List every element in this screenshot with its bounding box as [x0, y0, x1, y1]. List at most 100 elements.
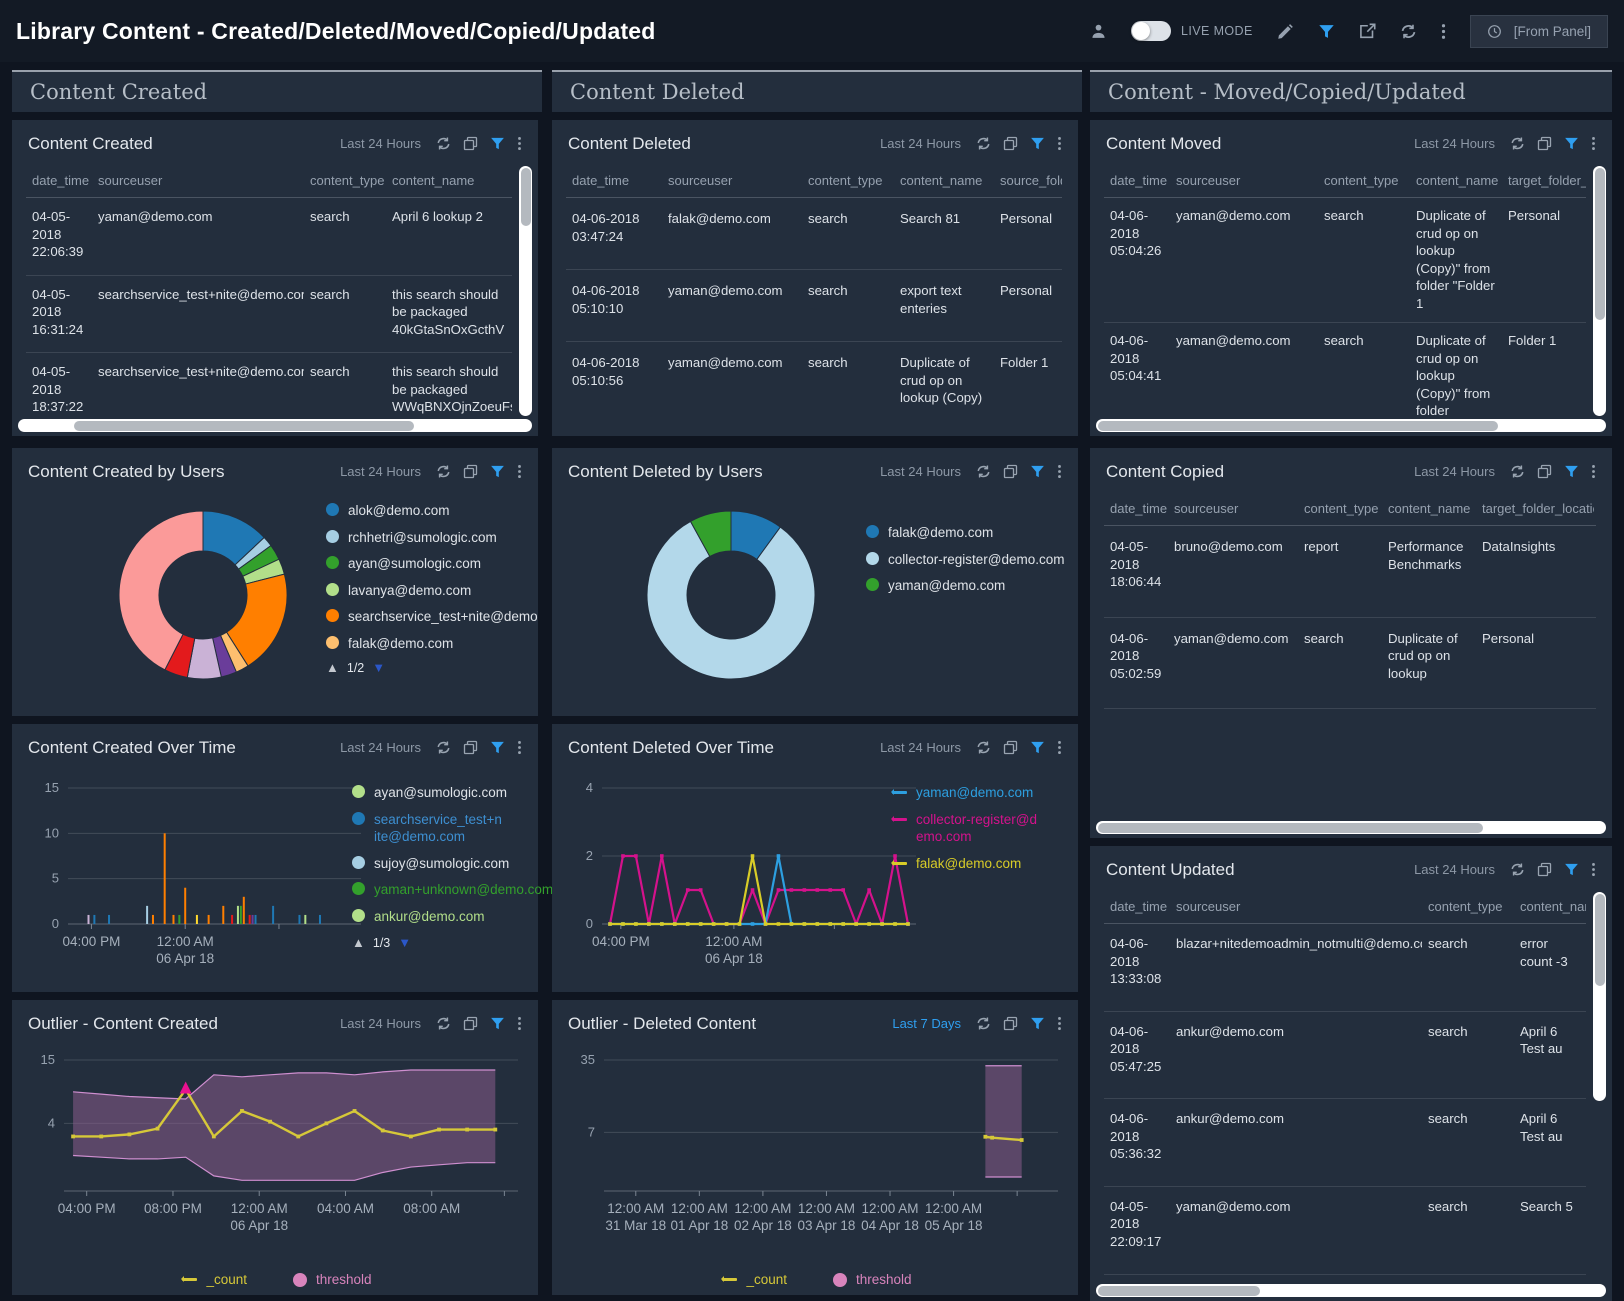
column-header[interactable]: sourceuser — [1168, 492, 1298, 526]
panel-time-range[interactable]: Last 24 Hours — [1414, 136, 1495, 151]
refresh-icon[interactable] — [976, 464, 991, 479]
refresh-icon[interactable] — [1510, 464, 1525, 479]
column-header[interactable]: date_time — [1104, 164, 1170, 198]
kebab-menu-icon[interactable] — [517, 1016, 522, 1031]
filter-icon[interactable] — [1564, 136, 1579, 151]
vertical-scrollbar[interactable] — [519, 166, 532, 416]
legend-item[interactable]: lavanya@demo.com — [326, 582, 538, 600]
refresh-icon[interactable] — [436, 136, 451, 151]
legend-item[interactable]: sujoy@sumologic.com — [352, 855, 528, 873]
horizontal-scrollbar[interactable] — [1096, 419, 1606, 432]
panel-time-range[interactable]: Last 7 Days — [892, 1016, 961, 1031]
column-header[interactable]: date_time — [566, 164, 662, 198]
column-header[interactable]: content_name — [386, 164, 512, 198]
kebab-menu-icon[interactable] — [1057, 464, 1062, 479]
time-range-box[interactable]: [From Panel] — [1469, 14, 1608, 48]
kebab-menu-icon[interactable] — [1591, 464, 1596, 479]
page-up-icon[interactable]: ▲ — [352, 935, 365, 951]
copy-icon[interactable] — [1537, 862, 1552, 877]
panel-time-range[interactable]: Last 24 Hours — [340, 1016, 421, 1031]
scrollbar-thumb[interactable] — [1098, 1285, 1260, 1296]
filter-icon[interactable] — [490, 1016, 505, 1031]
panel-time-range[interactable]: Last 24 Hours — [880, 136, 961, 151]
filter-icon[interactable] — [1030, 740, 1045, 755]
column-header[interactable]: sourceuser — [662, 164, 802, 198]
kebab-menu-icon[interactable] — [1591, 136, 1596, 151]
scrollbar-thumb[interactable] — [74, 420, 414, 431]
legend-item[interactable]: _count — [721, 1272, 787, 1287]
filter-icon[interactable] — [1030, 136, 1045, 151]
legend-item[interactable]: falak@demo.com — [326, 635, 538, 650]
copy-icon[interactable] — [1537, 136, 1552, 151]
share-icon[interactable] — [1359, 22, 1376, 40]
legend-item[interactable]: collector-register@d emo.com — [891, 811, 1068, 846]
copy-icon[interactable] — [1537, 464, 1552, 479]
column-header[interactable]: sourceuser — [1170, 890, 1422, 924]
filter-icon[interactable] — [490, 464, 505, 479]
column-header[interactable]: content_type — [304, 164, 386, 198]
column-header[interactable]: content_type — [802, 164, 894, 198]
kebab-menu-icon[interactable] — [517, 464, 522, 479]
refresh-icon[interactable] — [976, 1016, 991, 1031]
refresh-icon[interactable] — [436, 1016, 451, 1031]
scrollbar-thumb[interactable] — [1098, 420, 1498, 431]
copy-icon[interactable] — [463, 136, 478, 151]
kebab-menu-icon[interactable] — [1441, 23, 1446, 40]
legend-item[interactable]: yaman@demo.com — [891, 784, 1068, 802]
donut-slice[interactable] — [689, 510, 732, 558]
panel-time-range[interactable]: Last 24 Hours — [1414, 862, 1495, 877]
scrollbar-thumb[interactable] — [1594, 168, 1605, 320]
filter-icon[interactable] — [1030, 464, 1045, 479]
panel-time-range[interactable]: Last 24 Hours — [880, 740, 961, 755]
column-header[interactable]: sourceuser — [1170, 164, 1318, 198]
page-up-icon[interactable]: ▲ — [326, 660, 339, 675]
legend-item[interactable]: ayan@sumologic.com — [352, 784, 528, 802]
legend-item[interactable]: alok@demo.com — [326, 502, 538, 520]
panel-time-range[interactable]: Last 24 Hours — [1414, 464, 1495, 479]
copy-icon[interactable] — [463, 740, 478, 755]
legend-item[interactable]: yaman@demo.com — [866, 577, 1078, 595]
refresh-icon[interactable] — [436, 740, 451, 755]
donut-slice[interactable] — [118, 510, 204, 671]
copy-icon[interactable] — [1003, 464, 1018, 479]
refresh-icon[interactable] — [436, 464, 451, 479]
column-header[interactable]: target_folder_location — [1502, 164, 1586, 198]
kebab-menu-icon[interactable] — [1057, 1016, 1062, 1031]
copy-icon[interactable] — [463, 1016, 478, 1031]
horizontal-scrollbar[interactable] — [1096, 821, 1606, 834]
filter-icon[interactable] — [490, 136, 505, 151]
copy-icon[interactable] — [1003, 1016, 1018, 1031]
column-header[interactable]: content_name — [1410, 164, 1502, 198]
vertical-scrollbar[interactable] — [1593, 166, 1606, 416]
column-header[interactable]: content_name — [894, 164, 994, 198]
page-down-icon[interactable]: ▼ — [372, 660, 386, 675]
scrollbar-thumb[interactable] — [520, 168, 531, 226]
refresh-icon[interactable] — [976, 740, 991, 755]
edit-pencil-icon[interactable] — [1277, 23, 1294, 40]
panel-time-range[interactable]: Last 24 Hours — [340, 136, 421, 151]
column-header[interactable]: content_type — [1422, 890, 1514, 924]
legend-item[interactable]: ankur@demo.com — [352, 908, 528, 926]
legend-item[interactable]: rchhetri@sumologic.com — [326, 529, 538, 547]
legend-item[interactable]: collector-register@demo.com — [866, 551, 1078, 569]
legend-item[interactable]: yaman+unknown@demo.com — [352, 881, 553, 899]
page-down-icon[interactable]: ▼ — [398, 935, 412, 951]
column-header[interactable]: c — [1594, 492, 1596, 526]
filter-icon[interactable] — [1564, 862, 1579, 877]
legend-item[interactable]: searchservice_test+nite@demo.com — [326, 608, 538, 626]
panel-time-range[interactable]: Last 24 Hours — [340, 464, 421, 479]
copy-icon[interactable] — [1003, 740, 1018, 755]
scrollbar-thumb[interactable] — [1098, 822, 1483, 833]
column-header[interactable]: sourceuser — [92, 164, 304, 198]
kebab-menu-icon[interactable] — [517, 136, 522, 151]
column-header[interactable]: content_type — [1298, 492, 1382, 526]
panel-time-range[interactable]: Last 24 Hours — [340, 740, 421, 755]
column-header[interactable]: content_name — [1514, 890, 1586, 924]
column-header[interactable]: content_name — [1382, 492, 1476, 526]
kebab-menu-icon[interactable] — [1057, 136, 1062, 151]
filter-icon[interactable] — [1564, 464, 1579, 479]
legend-item[interactable]: _count — [181, 1272, 247, 1287]
legend-item[interactable]: falak@demo.com — [891, 855, 1068, 873]
column-header[interactable]: date_time — [26, 164, 92, 198]
filter-icon[interactable] — [1318, 23, 1335, 40]
